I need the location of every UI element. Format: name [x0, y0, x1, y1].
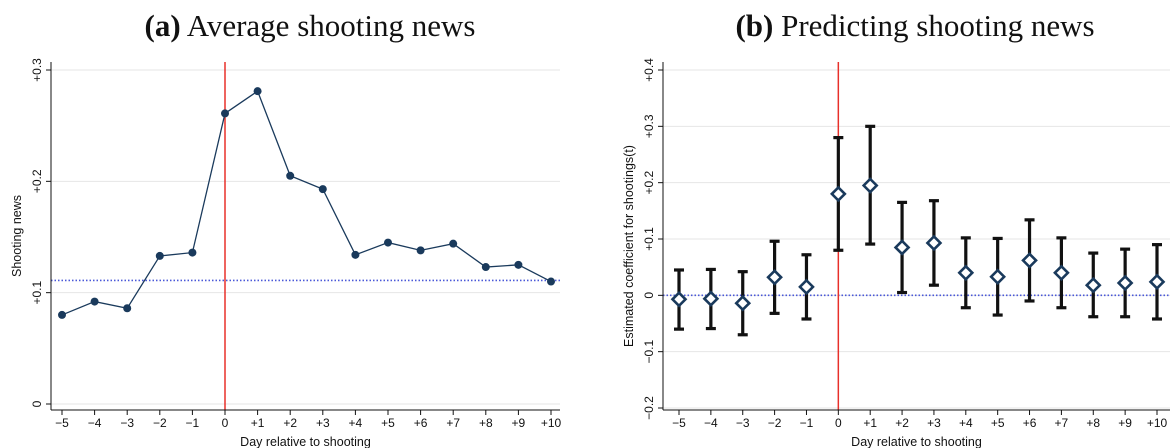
chart-b-predicting-shooting-news: −0.2 −0.1 0 +0.1 +0.2 +0.3 +0.4 −5 −4 −3 −2 −1 0 +1 +2… — [622, 58, 1170, 448]
x-tick-label: −5 — [672, 416, 686, 430]
data-point — [188, 248, 197, 257]
x-tick-label: +3 — [927, 416, 941, 430]
x-tick-label: +5 — [381, 416, 395, 430]
data-point — [123, 304, 132, 313]
data-point — [449, 239, 458, 248]
coefficient-marker — [989, 268, 1007, 286]
x-tick-label: −4 — [704, 416, 718, 430]
x-tick-label: +6 — [414, 416, 428, 430]
data-point — [547, 277, 555, 286]
coefficient-marker — [798, 278, 815, 296]
x-tick-label: +10 — [541, 416, 562, 430]
y-axis-title: Estimated coefficient for shootings(t) — [622, 145, 636, 347]
panel-a-title-text: Average shooting news — [186, 8, 476, 43]
data-point — [253, 87, 262, 96]
x-tick-label: −1 — [186, 416, 200, 430]
x-tick-label: +7 — [446, 416, 460, 430]
coefficient-marker — [702, 290, 720, 308]
data-point — [384, 238, 392, 247]
x-tick-label: +6 — [1023, 416, 1037, 430]
data-point — [416, 246, 425, 255]
coefficient-marker — [861, 177, 879, 194]
data-point — [514, 260, 523, 269]
x-tick-label: +4 — [959, 416, 973, 430]
y-tick-label: +0.3 — [642, 114, 656, 138]
panel-b-letter: (b) — [735, 8, 774, 43]
x-tick-label: +9 — [1118, 416, 1132, 430]
x-tick-label: −2 — [153, 416, 167, 430]
y-tick-label: +0.3 — [30, 58, 44, 82]
x-axis-title: Day relative to shooting — [240, 435, 371, 448]
coefficient-marker — [1084, 276, 1102, 294]
y-tick-label: −0.2 — [642, 396, 656, 420]
panel-b-title: (b) Predicting shooting news — [660, 4, 1170, 48]
chart-a-average-shooting-news: 0 +0.1 +0.2 +0.3 −5 −4 −3 −2 −1 0 +1 +2 +3 +4 +5 +6 +7 +8… — [10, 58, 562, 448]
coefficient-marker — [670, 290, 688, 308]
data-point — [351, 250, 360, 259]
data-point — [481, 263, 490, 272]
y-tick-label: 0 — [30, 400, 44, 407]
x-tick-label: −3 — [736, 416, 750, 430]
x-axis-title: Day relative to shooting — [851, 435, 982, 448]
coefficient-marker — [1053, 264, 1070, 282]
x-tick-label: +1 — [863, 416, 877, 430]
coefficient-marker — [734, 294, 752, 312]
x-tick-label: +9 — [512, 416, 526, 430]
panel-a-letter: (a) — [144, 8, 181, 43]
coefficient-marker — [957, 264, 975, 282]
x-tick-label: +1 — [251, 416, 265, 430]
x-tick-label: −1 — [800, 416, 814, 430]
y-tick-label: 0 — [642, 292, 656, 299]
data-point — [58, 310, 66, 319]
data-point — [221, 109, 229, 118]
y-tick-label: +0.1 — [30, 281, 44, 305]
x-tick-label: +4 — [349, 416, 363, 430]
coefficient-marker — [1021, 252, 1038, 269]
x-tick-label: −5 — [55, 416, 69, 430]
data-point — [318, 185, 327, 194]
y-axis-title: Shooting news — [10, 195, 24, 277]
y-tick-label: +0.2 — [642, 171, 656, 195]
coefficient-marker — [893, 239, 911, 256]
coefficient-marker — [1116, 274, 1134, 292]
x-tick-label: −2 — [768, 416, 782, 430]
x-tick-label: +2 — [283, 416, 297, 430]
x-tick-label: +7 — [1055, 416, 1069, 430]
x-tick-label: +3 — [316, 416, 330, 430]
coefficient-marker — [1148, 273, 1166, 291]
y-tick-label: +0.1 — [642, 227, 656, 251]
data-point — [90, 297, 99, 306]
y-tick-label: +0.4 — [642, 58, 656, 82]
x-tick-label: 0 — [835, 416, 842, 430]
x-tick-label: +2 — [895, 416, 909, 430]
x-tick-label: 0 — [222, 416, 229, 430]
y-tick-label: −0.1 — [642, 340, 656, 364]
data-point — [286, 171, 295, 180]
x-tick-label: −3 — [120, 416, 134, 430]
panel-a-title: (a) Average shooting news — [60, 4, 560, 48]
x-tick-label: −4 — [88, 416, 102, 430]
data-point — [155, 251, 164, 260]
x-tick-label: +5 — [991, 416, 1005, 430]
x-tick-label: +8 — [1086, 416, 1100, 430]
x-tick-label: +10 — [1147, 416, 1168, 430]
x-tick-label: +8 — [479, 416, 493, 430]
coefficient-marker — [829, 185, 847, 203]
coefficient-marker — [925, 234, 943, 252]
y-tick-label: +0.2 — [30, 169, 44, 193]
panel-b-title-text: Predicting shooting news — [781, 8, 1095, 43]
series-line — [61, 90, 552, 316]
coefficient-marker — [766, 268, 783, 286]
